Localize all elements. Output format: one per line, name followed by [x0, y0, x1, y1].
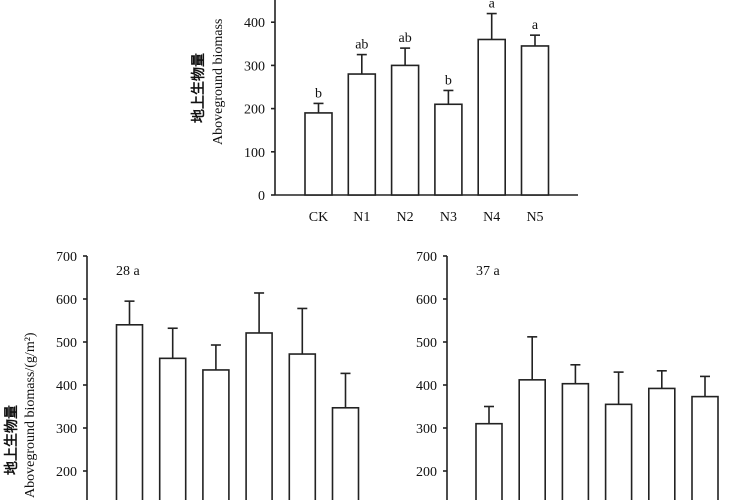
y-tick-label: 700: [416, 250, 437, 265]
significance-letter: a: [489, 0, 496, 12]
y-axis-title: Aboveground biomass/(g/m²): [23, 332, 38, 498]
y-tick-label: 400: [244, 16, 265, 31]
y-tick-label: 0: [258, 189, 265, 204]
panel-label: 37 a: [476, 264, 501, 279]
y-tick-label: 700: [56, 250, 77, 265]
significance-letter: b: [445, 73, 452, 88]
y-axis-title: Aboveground biomass: [211, 19, 226, 145]
y-tick-label: 300: [56, 422, 77, 437]
y-tick-label: 300: [244, 59, 265, 74]
bar: [331, 406, 360, 500]
y-tick-label: 400: [416, 379, 437, 394]
y-tick-label: 200: [416, 465, 437, 480]
bar: [347, 73, 377, 196]
bar: [158, 357, 187, 500]
bar: [304, 112, 333, 196]
y-tick-label: 600: [56, 293, 77, 308]
bar: [434, 103, 463, 196]
y-axis-title-cn: 地上生物量: [190, 53, 207, 123]
x-tick-label: N1: [353, 210, 370, 225]
significance-letter: ab: [398, 31, 411, 46]
bar: [115, 323, 144, 500]
bar: [245, 332, 273, 500]
x-tick-label: N5: [526, 210, 543, 225]
y-tick-label: 200: [244, 103, 265, 118]
bar: [477, 38, 507, 196]
panel-label: 28 a: [116, 264, 141, 279]
bar: [288, 353, 317, 500]
bar: [561, 382, 590, 500]
x-tick-label: N4: [483, 210, 500, 225]
bar: [390, 64, 420, 196]
y-axis-title-cn: 地上生物量: [3, 405, 20, 475]
bar: [604, 403, 633, 500]
y-tick-label: 500: [56, 336, 77, 351]
x-tick-label: N3: [440, 210, 457, 225]
y-tick-label: 100: [244, 146, 265, 161]
y-tick-label: 300: [416, 422, 437, 437]
bar: [518, 379, 547, 500]
x-tick-label: CK: [309, 210, 328, 225]
y-tick-label: 500: [416, 336, 437, 351]
bar: [691, 395, 719, 500]
bar: [647, 387, 676, 500]
y-tick-label: 200: [56, 465, 77, 480]
y-tick-label: 600: [416, 293, 437, 308]
bar: [475, 422, 503, 500]
significance-letter: ab: [355, 38, 368, 53]
significance-letter: b: [315, 86, 322, 101]
bar: [520, 45, 550, 196]
y-tick-label: 400: [56, 379, 77, 394]
significance-letter: a: [532, 18, 539, 33]
bar: [202, 369, 230, 500]
x-tick-label: N2: [397, 210, 414, 225]
